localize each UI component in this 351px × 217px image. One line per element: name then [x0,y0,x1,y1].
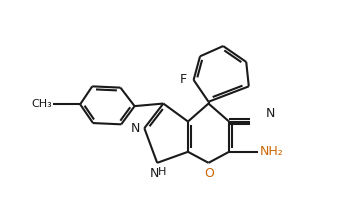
Text: N: N [130,122,140,135]
Text: CH₃: CH₃ [31,99,52,109]
Text: NH₂: NH₂ [260,145,284,158]
Text: O: O [204,168,214,181]
Text: N: N [150,167,159,180]
Text: N: N [266,107,275,120]
Text: H: H [158,167,166,177]
Text: F: F [180,73,187,86]
